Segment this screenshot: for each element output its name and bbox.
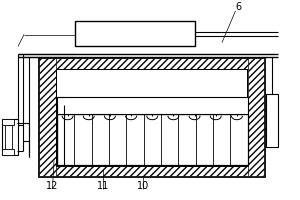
Bar xyxy=(4,125,12,149)
Bar xyxy=(2,119,18,155)
Bar xyxy=(39,58,264,176)
Text: 6: 6 xyxy=(236,2,242,12)
Bar xyxy=(39,58,56,176)
Bar xyxy=(39,166,264,176)
Bar xyxy=(39,58,264,69)
Bar xyxy=(57,97,248,114)
Bar xyxy=(2,119,14,125)
Bar xyxy=(75,21,195,46)
Text: 12: 12 xyxy=(46,181,59,191)
Text: 11: 11 xyxy=(98,181,110,191)
Bar xyxy=(266,94,278,147)
Text: 10: 10 xyxy=(137,181,149,191)
Bar xyxy=(2,149,14,155)
Bar xyxy=(248,58,264,176)
Bar xyxy=(57,114,248,165)
Bar xyxy=(56,69,247,166)
